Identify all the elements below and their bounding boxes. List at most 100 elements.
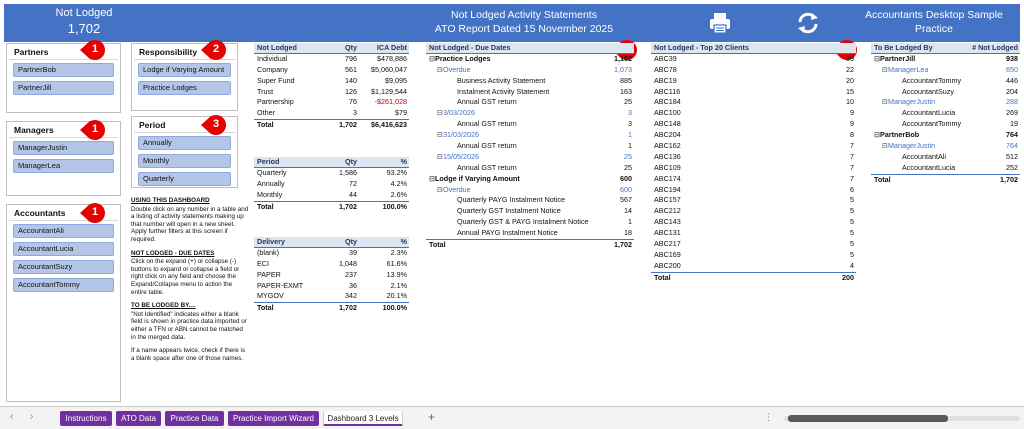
- total-qty[interactable]: 1,702: [614, 240, 632, 250]
- collapse-toggle-icon[interactable]: ⊟: [437, 130, 444, 140]
- row-qty[interactable]: 796: [345, 53, 357, 63]
- row-value[interactable]: 650: [1006, 64, 1018, 74]
- client-qty[interactable]: 7: [850, 151, 854, 161]
- client-qty[interactable]: 20: [846, 75, 854, 85]
- row-value[interactable]: 3: [628, 108, 632, 118]
- row-value[interactable]: 1,102: [614, 53, 632, 63]
- client-qty[interactable]: 5: [850, 195, 854, 205]
- slicer-item-accountanttommy[interactable]: AccountantTommy: [13, 278, 114, 292]
- header-cell[interactable]: To Be Lodged By: [874, 43, 933, 52]
- tab-practice-data[interactable]: Practice Data: [165, 411, 224, 426]
- prev-sheet-icon[interactable]: ‹: [10, 411, 14, 422]
- client-qty[interactable]: 6: [850, 184, 854, 194]
- slicer-item-quarterly[interactable]: Quarterly: [138, 172, 231, 186]
- row-value[interactable]: 269: [1006, 108, 1018, 118]
- collapse-toggle-icon[interactable]: ⊟: [882, 64, 889, 74]
- row-qty[interactable]: 36: [349, 280, 357, 290]
- client-qty[interactable]: 5: [850, 206, 854, 216]
- total-qty[interactable]: 1,702: [339, 201, 357, 211]
- row-value[interactable]: 19: [1010, 119, 1018, 129]
- row-value[interactable]: 25: [624, 97, 632, 107]
- total-debt[interactable]: $6,416,623: [371, 120, 407, 130]
- row-value[interactable]: 4.2%: [390, 178, 407, 188]
- client-qty[interactable]: 7: [850, 173, 854, 183]
- row-value[interactable]: 2.6%: [390, 189, 407, 199]
- row-value[interactable]: 600: [620, 184, 632, 194]
- row-value[interactable]: 2.3%: [390, 247, 407, 257]
- kpi-value[interactable]: 1,702: [67, 21, 101, 36]
- slicer-item-practice-lodges[interactable]: Practice Lodges: [138, 81, 231, 95]
- total-qty[interactable]: 200: [842, 272, 854, 282]
- row-value[interactable]: 600: [620, 173, 632, 183]
- row-value[interactable]: $9,095: [385, 75, 407, 85]
- total-qty[interactable]: 1,702: [339, 120, 357, 130]
- collapse-toggle-icon[interactable]: ⊟: [882, 141, 889, 151]
- row-qty[interactable]: 342: [345, 291, 357, 301]
- next-sheet-icon[interactable]: ›: [30, 411, 34, 422]
- row-value[interactable]: 1: [628, 141, 632, 151]
- row-value[interactable]: 446: [1006, 75, 1018, 85]
- client-qty[interactable]: 7: [850, 162, 854, 172]
- header-cell[interactable]: Period: [257, 157, 280, 166]
- row-qty[interactable]: 1,048: [339, 258, 357, 268]
- client-qty[interactable]: 7: [850, 141, 854, 151]
- collapse-toggle-icon[interactable]: ⊟: [882, 97, 889, 107]
- slicer-item-lodge-if-varying[interactable]: Lodge if Varying Amount: [138, 63, 231, 77]
- total-qty[interactable]: 1,702: [1000, 174, 1018, 184]
- row-value[interactable]: 25: [624, 151, 632, 161]
- tab-dashboard-3-levels[interactable]: Dashboard 3 Levels: [323, 411, 403, 426]
- client-qty[interactable]: 5: [850, 228, 854, 238]
- slicer-item-managerlea[interactable]: ManagerLea: [13, 159, 114, 173]
- row-value[interactable]: 764: [1006, 141, 1018, 151]
- row-value[interactable]: 1: [628, 217, 632, 227]
- row-qty[interactable]: 39: [349, 247, 357, 257]
- header-cell[interactable]: Not Lodged: [257, 43, 297, 52]
- collapse-toggle-icon[interactable]: ⊟: [874, 53, 881, 63]
- row-value[interactable]: 938: [1006, 53, 1018, 63]
- tab-instructions[interactable]: Instructions: [60, 411, 112, 426]
- row-value[interactable]: 1: [628, 130, 632, 140]
- client-qty[interactable]: 39: [846, 53, 854, 63]
- row-value[interactable]: 2.1%: [390, 280, 407, 290]
- scrollbar-thumb[interactable]: [788, 415, 948, 422]
- slicer-item-accountantsuzy[interactable]: AccountantSuzy: [13, 260, 114, 274]
- slicer-item-monthly[interactable]: Monthly: [138, 154, 231, 168]
- collapse-toggle-icon[interactable]: ⊟: [429, 53, 436, 63]
- row-qty[interactable]: 126: [345, 86, 357, 96]
- more-options-icon[interactable]: ⋮: [764, 412, 773, 422]
- row-value[interactable]: $1,129,544: [371, 86, 407, 96]
- add-sheet-icon[interactable]: +: [428, 410, 436, 424]
- slicer-item-partnerbob[interactable]: PartnerBob: [13, 63, 114, 77]
- row-value[interactable]: -$261,028: [374, 97, 407, 107]
- client-qty[interactable]: 5: [850, 249, 854, 259]
- collapse-toggle-icon[interactable]: ⊟: [437, 151, 444, 161]
- header-cell[interactable]: Not Lodged - Top 20 Clients: [654, 43, 749, 52]
- row-qty[interactable]: 3: [353, 108, 357, 118]
- row-value[interactable]: 163: [620, 86, 632, 96]
- row-value[interactable]: 20.1%: [386, 291, 407, 301]
- tab-practice-import-wizard[interactable]: Practice Import Wizard: [228, 411, 319, 426]
- slicer-item-partnerjill[interactable]: PartnerJill: [13, 81, 114, 95]
- row-qty[interactable]: 44: [349, 189, 357, 199]
- client-qty[interactable]: 5: [850, 217, 854, 227]
- row-value[interactable]: 252: [1006, 162, 1018, 172]
- client-qty[interactable]: 9: [850, 119, 854, 129]
- row-value[interactable]: 512: [1006, 151, 1018, 161]
- row-qty[interactable]: 1,586: [339, 167, 357, 177]
- client-qty[interactable]: 10: [846, 97, 854, 107]
- client-qty[interactable]: 9: [850, 108, 854, 118]
- row-value[interactable]: 885: [620, 75, 632, 85]
- row-value[interactable]: 93.2%: [386, 167, 407, 177]
- row-value[interactable]: $5,060,047: [371, 64, 407, 74]
- slicer-item-accountantlucia[interactable]: AccountantLucia: [13, 242, 114, 256]
- row-qty[interactable]: 561: [345, 64, 357, 74]
- slicer-item-annually[interactable]: Annually: [138, 136, 231, 150]
- row-value[interactable]: $79: [395, 108, 407, 118]
- row-value[interactable]: 14: [624, 206, 632, 216]
- header-cell[interactable]: Delivery: [257, 237, 285, 246]
- collapse-toggle-icon[interactable]: ⊟: [874, 130, 881, 140]
- printer-icon[interactable]: [708, 11, 732, 35]
- slicer-item-accountantali[interactable]: AccountantAli: [13, 224, 114, 238]
- header-cell[interactable]: Not Lodged - Due Dates: [429, 43, 511, 52]
- collapse-toggle-icon[interactable]: ⊟: [437, 184, 444, 194]
